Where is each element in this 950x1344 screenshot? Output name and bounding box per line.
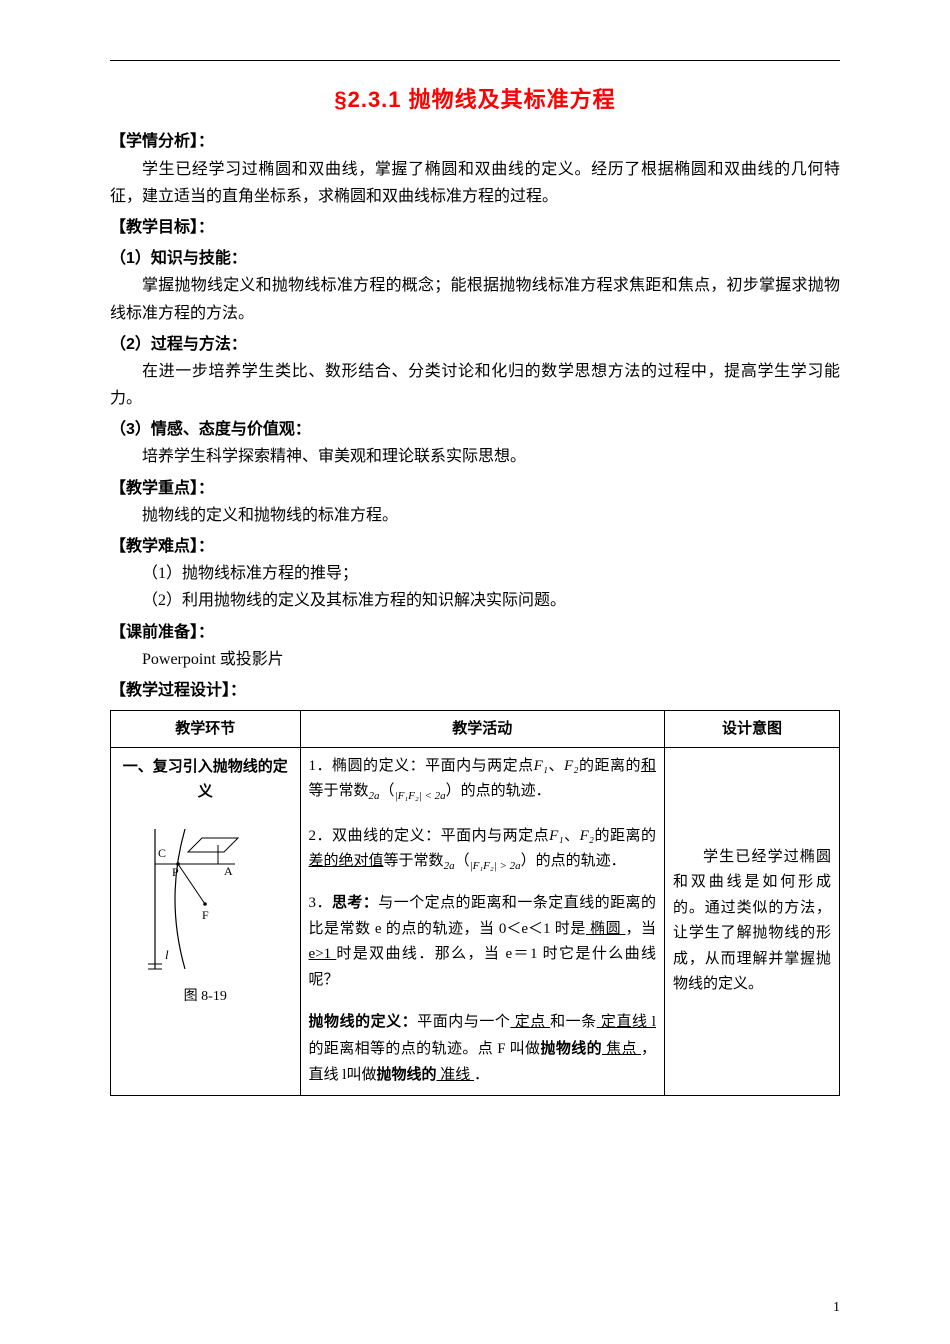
stage-title: 一、复习引入抛物线的定义 (119, 754, 292, 805)
section-prep-head: 【课前准备】： (110, 619, 840, 646)
objective-attitude-head: （3）情感、态度与价值观： (110, 416, 840, 443)
parabola-diagram: C P A F l (140, 819, 270, 979)
difficulty-item-1: （1）抛物线标准方程的推导； (142, 560, 840, 587)
page-title: §2.3.1 抛物线及其标准方程 (110, 81, 840, 118)
section-student-analysis-body: 学生已经学习过椭圆和双曲线，掌握了椭圆和双曲线的定义。经历了根据椭圆和双曲线的几… (110, 156, 840, 210)
cell-stage: 一、复习引入抛物线的定义 C P A F l 图 8-19 (111, 747, 301, 1095)
activity-thinking: 3．思考：与一个定点的距离和一条定直线的距离的比是常数 e 的点的轨迹，当 0＜… (309, 890, 657, 993)
th-intent: 设计意图 (665, 711, 840, 748)
intent-text: 学生已经学过椭圆和双曲线是如何形成的。通过类似的方法，让学生了解抛物线的形成，从… (673, 845, 831, 998)
label-f: F (202, 908, 209, 922)
activity-parabola-def: 抛物线的定义：平面内与一个 定点 和一条 定直线 l 的距离相等的点的轨迹。点 … (309, 1009, 657, 1089)
section-prep-body: Powerpoint 或投影片 (110, 646, 840, 673)
section-student-analysis-head: 【学情分析】： (110, 128, 840, 155)
activity-hyperbola-def: 2．双曲线的定义：平面内与两定点F₁、F₂的距离的差的绝对值等于常数2a（|F₁… (309, 824, 657, 876)
label-a: A (224, 864, 233, 878)
label-p: P (172, 865, 179, 879)
teaching-process-table: 教学环节 教学活动 设计意图 一、复习引入抛物线的定义 C P A F l (110, 710, 840, 1095)
th-stage: 教学环节 (111, 711, 301, 748)
cell-intent: 学生已经学过椭圆和双曲线是如何形成的。通过类似的方法，让学生了解抛物线的形成，从… (665, 747, 840, 1095)
objective-process-head: （2）过程与方法： (110, 331, 840, 358)
section-difficulty-head: 【教学难点】： (110, 533, 840, 560)
figure-caption: 图 8-19 (119, 985, 292, 1009)
section-focus-body: 抛物线的定义和抛物线的标准方程。 (110, 502, 840, 529)
objective-knowledge-body: 掌握抛物线定义和抛物线标准方程的概念；能根据抛物线标准方程求焦距和焦点，初步掌握… (110, 272, 840, 326)
table-header-row: 教学环节 教学活动 设计意图 (111, 711, 840, 748)
cell-activity: 1．椭圆的定义：平面内与两定点F₁、F₂的距离的和等于常数2a（|F₁F₂| <… (300, 747, 665, 1095)
section-objectives-head: 【教学目标】： (110, 214, 840, 241)
difficulty-item-2: （2）利用抛物线的定义及其标准方程的知识解决实际问题。 (142, 587, 840, 614)
table-row: 一、复习引入抛物线的定义 C P A F l 图 8-19 (111, 747, 840, 1095)
objective-attitude-body: 培养学生科学探索精神、审美观和理论联系实际思想。 (110, 443, 840, 470)
objective-process-body: 在进一步培养学生类比、数形结合、分类讨论和化归的数学思想方法的过程中，提高学生学… (110, 358, 840, 412)
section-process-head: 【教学过程设计】： (110, 677, 840, 704)
section-focus-head: 【教学重点】： (110, 475, 840, 502)
page-number: 1 (833, 1296, 840, 1320)
label-c: C (158, 846, 166, 860)
top-rule (110, 60, 840, 61)
label-l: l (165, 947, 169, 962)
th-activity: 教学活动 (300, 711, 665, 748)
activity-ellipse-def: 1．椭圆的定义：平面内与两定点F₁、F₂的距离的和等于常数2a（|F₁F₂| <… (309, 754, 657, 806)
objective-knowledge-head: （1）知识与技能： (110, 245, 840, 272)
